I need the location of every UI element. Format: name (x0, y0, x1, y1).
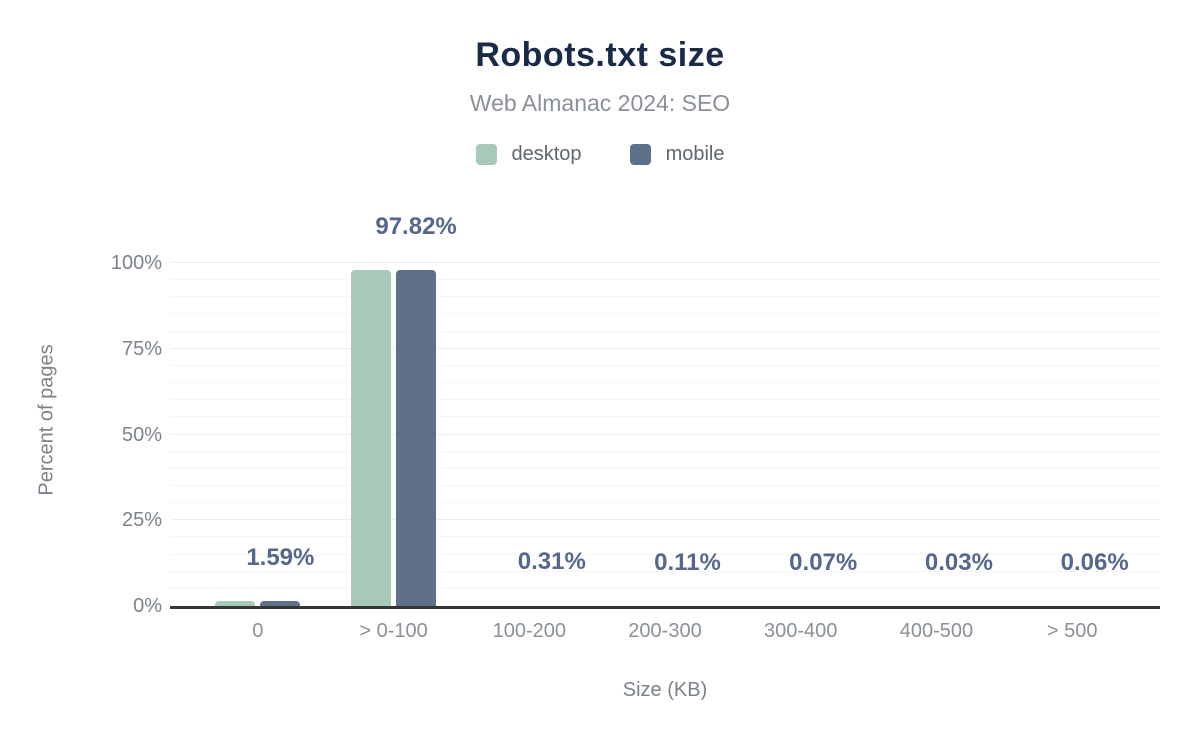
bar-desktop (351, 270, 392, 606)
y-tick-label: 75% (121, 337, 162, 360)
major-gridline (170, 433, 1160, 435)
legend-item-mobile[interactable]: mobile (629, 143, 725, 166)
minor-gridline (170, 484, 1160, 486)
minor-gridline (170, 467, 1160, 469)
minor-gridline (170, 279, 1160, 281)
minor-gridline (170, 570, 1160, 572)
data-label: 0.03% (924, 548, 993, 576)
bar-mobile (260, 600, 301, 606)
minor-gridline (170, 399, 1160, 401)
legend: desktop mobile (0, 143, 1200, 166)
data-label: 1.59% (246, 543, 315, 571)
major-gridline (170, 347, 1160, 349)
minor-gridline (170, 536, 1160, 538)
minor-gridline (170, 587, 1160, 589)
y-tick-label: 25% (121, 509, 162, 532)
x-tick-label: > 0-100 (359, 620, 428, 642)
x-axis-title: Size (KB) (622, 679, 708, 701)
legend-label-mobile: mobile (665, 143, 725, 165)
data-label: 0.06% (1060, 548, 1129, 576)
minor-gridline (170, 553, 1160, 555)
x-tick-label: 200-300 (628, 620, 702, 642)
x-tick-label: 100-200 (492, 620, 566, 642)
plot-area (170, 262, 1160, 609)
data-label: 0.31% (517, 547, 586, 575)
chart-subtitle: Web Almanac 2024: SEO (469, 90, 731, 116)
mobile-swatch-icon (629, 144, 651, 165)
minor-gridline (170, 502, 1160, 504)
y-tick-label: 0% (133, 595, 162, 617)
data-label: 0.11% (654, 548, 721, 576)
legend-item-desktop[interactable]: desktop (475, 143, 582, 166)
legend-label-desktop: desktop (511, 143, 582, 165)
minor-gridline (170, 364, 1160, 366)
desktop-swatch-icon (475, 144, 497, 165)
minor-gridline (170, 416, 1160, 418)
x-tick-label: 400-500 (899, 620, 974, 642)
data-label: 97.82% (375, 213, 457, 241)
bar-desktop (215, 600, 256, 606)
x-tick-label: 300-400 (764, 620, 838, 642)
minor-gridline (170, 296, 1160, 298)
major-gridline (170, 519, 1160, 521)
chart-title: Robots.txt size (475, 36, 725, 74)
y-tick-label: 100% (110, 252, 162, 274)
y-axis-title: Percent of pages (35, 344, 58, 496)
major-gridline (170, 262, 1160, 263)
x-tick-label: > 500 (1046, 620, 1098, 642)
y-tick-label: 50% (121, 423, 162, 446)
minor-gridline (170, 382, 1160, 384)
minor-gridline (170, 450, 1160, 452)
x-tick-label: 0 (252, 620, 264, 642)
minor-gridline (170, 313, 1160, 315)
minor-gridline (170, 330, 1160, 332)
bar-mobile (396, 270, 437, 606)
data-label: 0.07% (789, 548, 858, 576)
